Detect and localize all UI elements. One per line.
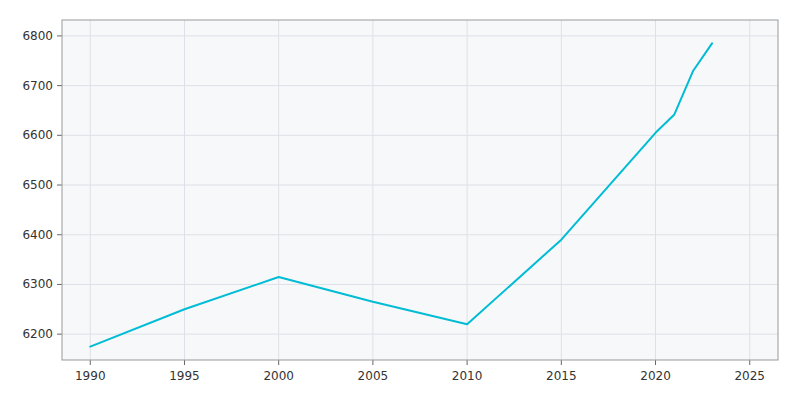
y-tick-label: 6400 <box>22 228 53 242</box>
y-grid-line <box>62 135 778 136</box>
x-tick <box>90 360 91 365</box>
y-tick <box>57 334 62 335</box>
x-grid-line <box>467 20 468 360</box>
y-tick-label: 6600 <box>22 128 53 142</box>
y-tick <box>57 35 62 36</box>
x-grid-line <box>90 20 91 360</box>
y-tick <box>57 185 62 186</box>
x-tick-label: 2010 <box>452 369 483 383</box>
x-tick <box>278 360 279 365</box>
x-tick <box>561 360 562 365</box>
y-grid-line <box>62 85 778 86</box>
y-tick <box>57 284 62 285</box>
y-tick-label: 6500 <box>22 178 53 192</box>
x-tick <box>184 360 185 365</box>
data-layer <box>90 43 712 346</box>
y-grid-line <box>62 234 778 235</box>
plot-area <box>62 20 778 360</box>
y-tick-label: 6300 <box>22 277 53 291</box>
x-tick-label: 2025 <box>734 369 765 383</box>
plot-frame <box>62 20 778 360</box>
y-tick-label: 6700 <box>22 79 53 93</box>
x-tick-label: 1990 <box>75 369 106 383</box>
x-tick-label: 2015 <box>546 369 577 383</box>
x-tick-label: 2005 <box>358 369 389 383</box>
x-tick-label: 1995 <box>169 369 200 383</box>
y-grid-line <box>62 334 778 335</box>
y-tick <box>57 85 62 86</box>
y-tick <box>57 135 62 136</box>
x-tick <box>467 360 468 365</box>
x-tick <box>749 360 750 365</box>
x-grid-line <box>278 20 279 360</box>
axes: 1990 1995 2000 2005 2010 2015 2020 2025 6200 6300… <box>22 29 765 383</box>
x-grid-line <box>561 20 562 360</box>
x-tick-label: 2000 <box>263 369 294 383</box>
y-grid-line <box>62 185 778 186</box>
y-tick <box>57 234 62 235</box>
chart: 1990 1995 2000 2005 2010 2015 2020 2025 6200 6300… <box>0 0 800 400</box>
y-grid-line <box>62 35 778 36</box>
y-tick-label: 6200 <box>22 327 53 341</box>
x-tick <box>655 360 656 365</box>
chart-container: 1990 1995 2000 2005 2010 2015 2020 2025 6200 6300… <box>0 0 800 400</box>
y-tick-label: 6800 <box>22 29 53 43</box>
x-tick <box>372 360 373 365</box>
y-grid-line <box>62 284 778 285</box>
grid <box>62 20 778 360</box>
x-grid-line <box>655 20 656 360</box>
line <box>90 43 712 346</box>
x-grid-line <box>749 20 750 360</box>
x-grid-line <box>372 20 373 360</box>
x-tick-label: 2020 <box>640 369 671 383</box>
